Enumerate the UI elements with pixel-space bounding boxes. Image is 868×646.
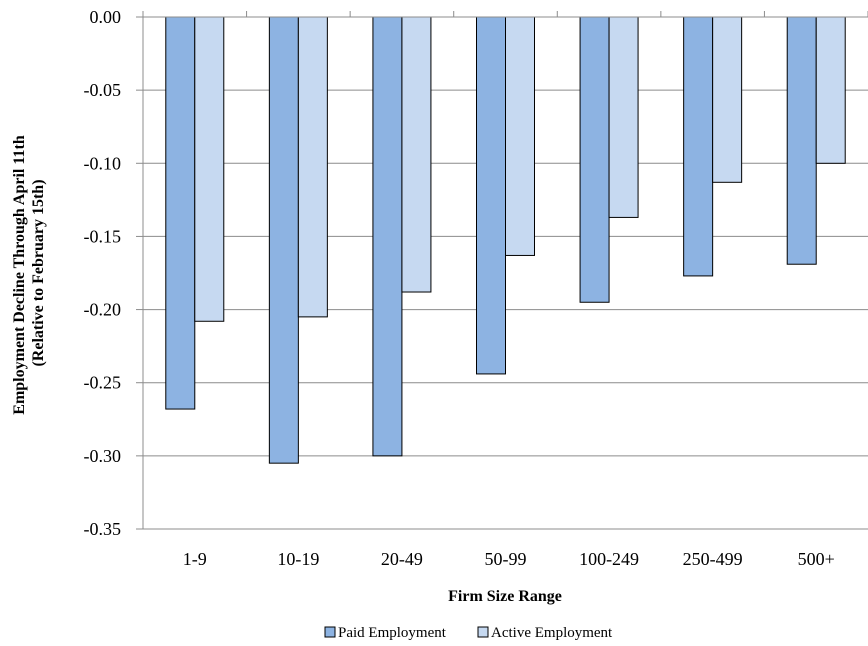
- bar-active-20-49: [401, 16, 432, 293]
- y-tick-label: -0.05: [84, 80, 122, 100]
- bar-active-250-499: [712, 16, 743, 183]
- bar-paid-1-9: [165, 16, 196, 410]
- y-tick-labels: 0.00 -0.05 -0.10 -0.15 -0.20 -0.25 -0.30 -0.35: [84, 7, 122, 539]
- y-tick-label: -0.15: [84, 226, 122, 246]
- x-tick-label: 20-49: [381, 549, 423, 569]
- legend-item-active: Active Employment: [477, 625, 613, 641]
- bar-paid-50-99: [476, 16, 506, 375]
- x-tick-label: 1-9: [183, 549, 207, 569]
- y-tick-label: -0.25: [84, 373, 122, 393]
- legend-label: Paid Employment: [338, 625, 447, 641]
- bar-active-100-249: [608, 16, 639, 218]
- bar-active-500+: [815, 16, 846, 164]
- x-tick-label: 500+: [798, 549, 835, 569]
- x-axis-title: Firm Size Range: [448, 588, 562, 605]
- bar-active-50-99: [505, 16, 535, 256]
- legend: Paid Employment Active Employment: [324, 625, 613, 641]
- legend-swatch: [477, 626, 489, 638]
- axes: [136, 11, 868, 530]
- bar-paid-10-19: [268, 16, 299, 464]
- y-axis-title: Employment Decline Through April 11th (R…: [11, 131, 47, 414]
- y-axis-title-line2: (Relative to February 15th): [30, 179, 47, 366]
- y-tick-label: -0.35: [84, 519, 122, 539]
- y-tick-label: -0.10: [84, 153, 122, 173]
- y-tick-label: -0.20: [84, 300, 122, 320]
- x-tick-labels: 1-9 10-19 20-49 50-99 100-249 250-499 500+: [183, 549, 835, 569]
- y-tick-label: 0.00: [90, 7, 122, 27]
- legend-swatch: [324, 626, 336, 638]
- y-axis-title-line1: Employment Decline Through April 11th: [11, 135, 28, 415]
- bar-paid-100-249: [579, 16, 610, 303]
- bar-paid-500+: [786, 16, 817, 265]
- x-tick-label: 250-499: [683, 549, 743, 569]
- bar-paid-20-49: [372, 16, 403, 457]
- y-tick-label: -0.30: [84, 446, 122, 466]
- legend-label: Active Employment: [491, 625, 613, 641]
- bar-active-10-19: [297, 16, 328, 318]
- x-tick-label: 50-99: [485, 549, 527, 569]
- x-tick-label: 100-249: [579, 549, 639, 569]
- legend-item-paid: Paid Employment: [324, 625, 447, 641]
- x-tick-label: 10-19: [277, 549, 319, 569]
- bar-active-1-9: [194, 16, 225, 322]
- bars: [165, 16, 846, 464]
- bar-paid-250-499: [683, 16, 714, 277]
